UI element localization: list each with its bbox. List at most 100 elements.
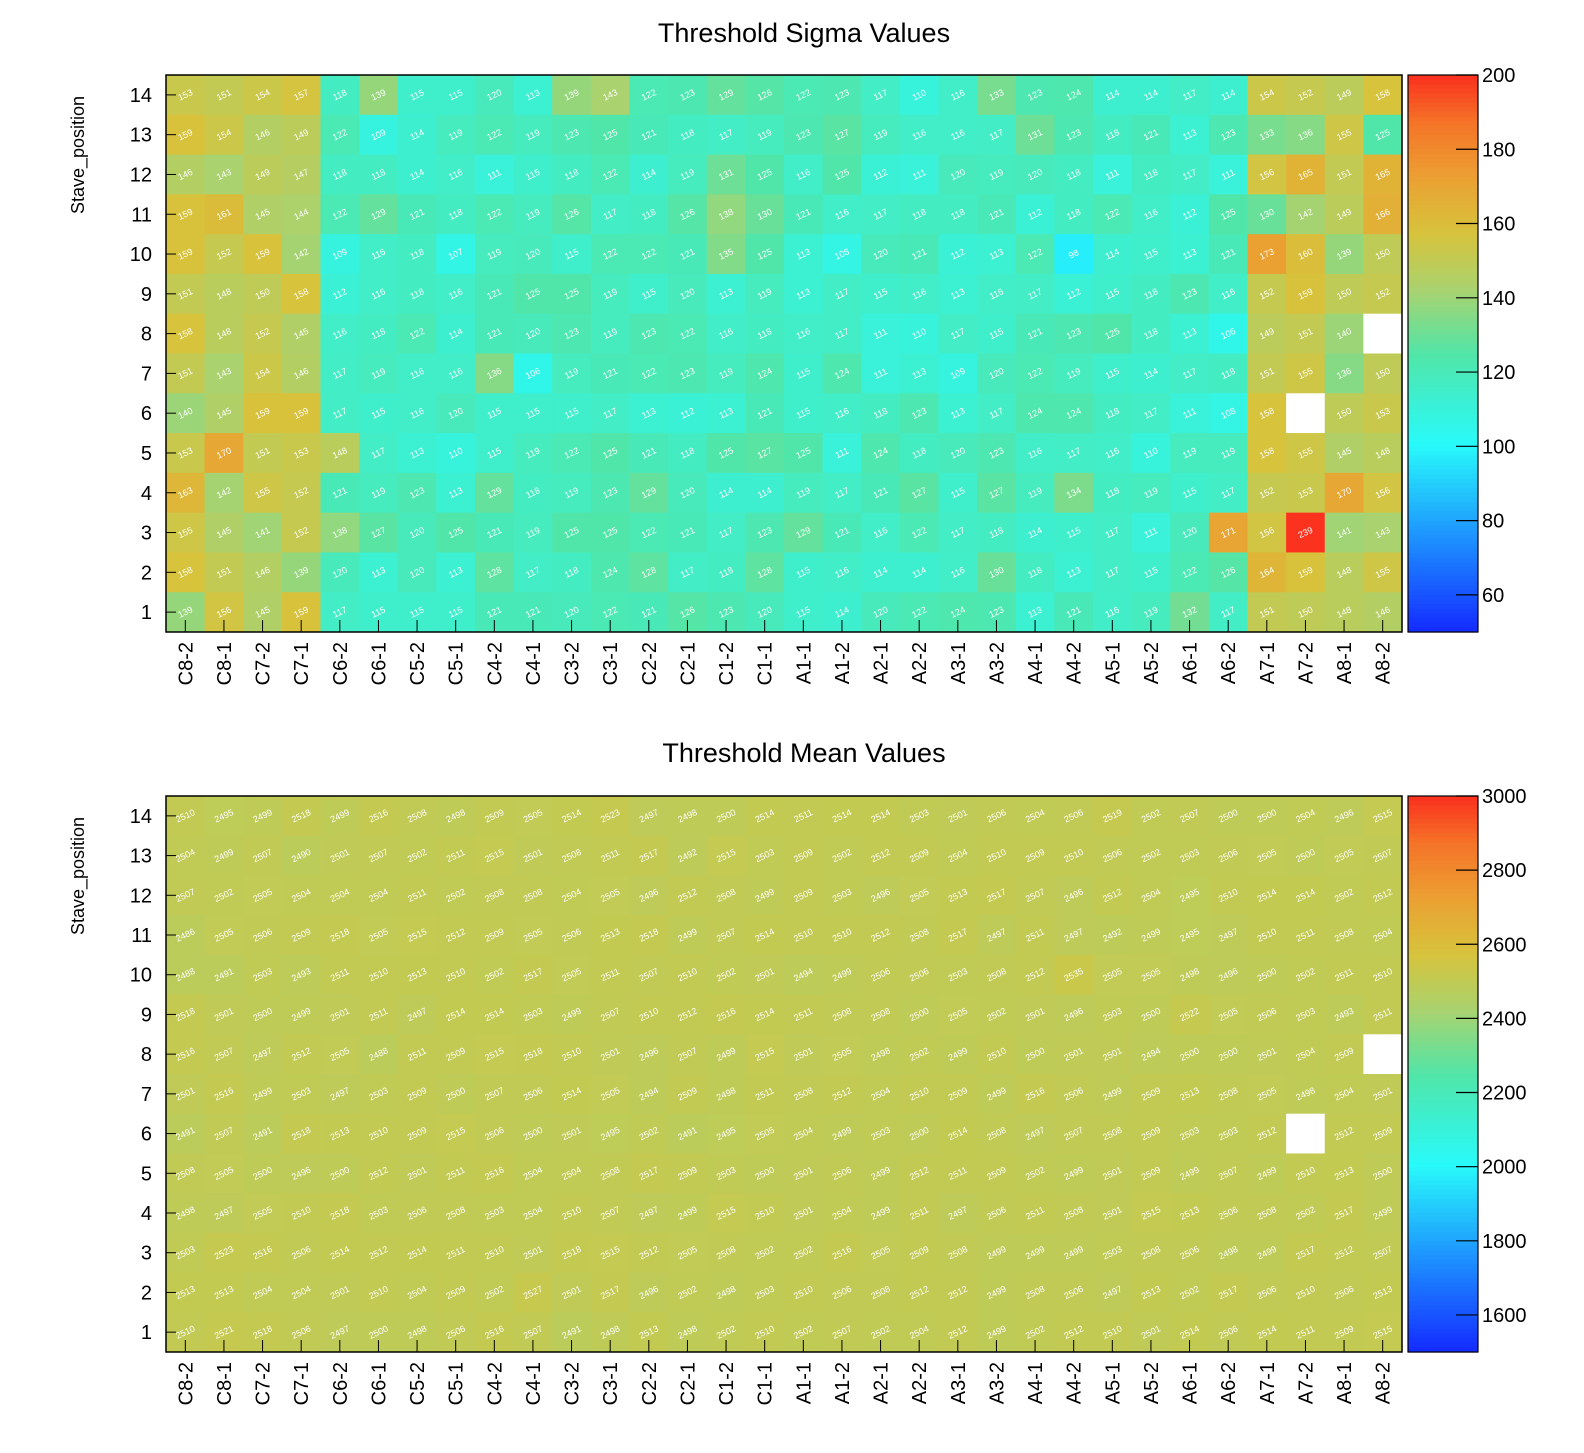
colorbar-segment: [1408, 330, 1478, 336]
heatmap-cell: [706, 994, 746, 1035]
heatmap-cell: [513, 796, 553, 837]
heatmap-cell: [1247, 994, 1287, 1035]
y-tick-label: 13: [130, 125, 152, 147]
heatmap-cell: [513, 1193, 553, 1234]
colorbar-segment: [1408, 1143, 1478, 1149]
colorbar-segment: [1408, 139, 1478, 146]
heatmap-cell: [938, 915, 978, 956]
x-tick-label: A4-1: [1025, 642, 1047, 684]
heatmap-cell: [861, 313, 901, 354]
heatmap-cell: [204, 194, 244, 235]
heatmap-cell: [977, 552, 1017, 593]
heatmap-cell: [745, 1272, 785, 1313]
heatmap-cell: [475, 1074, 515, 1115]
heatmap-cell: [590, 313, 630, 354]
heatmap-cell: [1363, 512, 1403, 553]
colorbar-segment: [1408, 265, 1478, 271]
heatmap-cell: [1015, 835, 1055, 876]
heatmap-cell: [822, 512, 862, 553]
heatmap-cell: [1324, 472, 1364, 514]
colorbar-segment: [1408, 116, 1478, 123]
heatmap-cell: [899, 796, 939, 837]
heatmap-cell: [590, 875, 630, 916]
heatmap-cell: [1015, 114, 1055, 155]
heatmap-cell: [1131, 1153, 1171, 1194]
colorbar-segment: [1408, 75, 1478, 81]
x-tick-label: C5-1: [446, 1362, 468, 1405]
colorbar-segment: [1408, 833, 1478, 839]
colorbar-segment: [1408, 1319, 1478, 1325]
heatmap-cell: [938, 1232, 978, 1273]
heatmap-cell: [590, 954, 630, 995]
heatmap-cell: [320, 552, 360, 593]
x-tick-label: A3-1: [948, 1362, 970, 1404]
heatmap-cell: [668, 1272, 708, 1313]
heatmap-cell: [822, 552, 862, 593]
heatmap-cell: [1170, 114, 1210, 155]
heatmap-cell: [1247, 1153, 1287, 1194]
heatmap-cell: [629, 472, 669, 514]
heatmap-cell: [1093, 472, 1133, 514]
heatmap-cell: [1054, 194, 1094, 235]
x-tick-label: C3-1: [600, 1362, 622, 1405]
chart-title: Threshold Mean Values: [662, 738, 945, 768]
x-tick-label: C4-1: [523, 1362, 545, 1405]
colorbar-segment: [1408, 1055, 1478, 1061]
colorbar-tick-label: 2000: [1482, 1157, 1527, 1179]
heatmap-cell: [281, 954, 321, 995]
heatmap-cell: [1363, 1193, 1403, 1234]
heatmap-cell: [243, 154, 283, 195]
x-tick-label: A8-1: [1334, 1362, 1356, 1404]
heatmap-cell: [861, 1272, 901, 1313]
heatmap-cell: [899, 433, 939, 474]
heatmap-cell: [1170, 1193, 1210, 1234]
heatmap-cell: [822, 472, 862, 514]
heatmap-cell: [668, 796, 708, 837]
heatmap-cell: [822, 1232, 862, 1273]
colorbar-segment: [1408, 1333, 1478, 1339]
heatmap-cell: [1093, 194, 1133, 235]
heatmap-cell: [1363, 1232, 1403, 1273]
heatmap-cell: [436, 75, 476, 116]
heatmap-cell: [706, 1074, 746, 1115]
colorbar-segment: [1408, 981, 1478, 987]
heatmap-cell: [281, 313, 321, 354]
heatmap-cell: [1363, 472, 1403, 514]
heatmap-cell: [552, 472, 592, 514]
colorbar-segment: [1408, 1078, 1478, 1084]
heatmap-cell: [1131, 994, 1171, 1035]
colorbar-segment: [1408, 976, 1478, 982]
heatmap-cell: [938, 433, 978, 474]
heatmap-cell: [243, 1113, 283, 1154]
heatmap-cell: [281, 75, 321, 116]
heatmap-cell: [668, 835, 708, 876]
colorbar-segment: [1408, 1226, 1478, 1233]
heatmap-cell: [552, 353, 592, 394]
heatmap-cell: [397, 194, 437, 235]
colorbar-segment: [1408, 902, 1478, 908]
heatmap-cell: [977, 1153, 1017, 1194]
heatmap-cell: [552, 1272, 592, 1313]
heatmap-cell: [359, 194, 399, 235]
heatmap-cell: [706, 552, 746, 593]
heatmap-cell: [977, 154, 1017, 195]
colorbar-segment: [1408, 884, 1478, 890]
heatmap-cell: [281, 353, 321, 394]
y-tick-label: 3: [141, 1243, 152, 1265]
heatmap-cell: [281, 1074, 321, 1115]
heatmap-cell: [513, 154, 553, 195]
colorbar-segment: [1408, 1004, 1478, 1010]
heatmap-cell: [513, 994, 553, 1035]
heatmap-cell: [1324, 552, 1364, 593]
heatmap-cell: [629, 433, 669, 474]
heatmap-cell: [281, 1153, 321, 1194]
heatmap-cell: [552, 915, 592, 956]
heatmap-cell: [977, 433, 1017, 474]
colorbar-segment: [1408, 1213, 1478, 1219]
heatmap-cell: [1324, 512, 1364, 553]
colorbar-segment: [1408, 325, 1478, 331]
heatmap-cell: [1286, 915, 1326, 956]
heatmap-cell: [1363, 552, 1403, 593]
heatmap-cell: [861, 75, 901, 116]
colorbar-segment: [1408, 274, 1478, 280]
